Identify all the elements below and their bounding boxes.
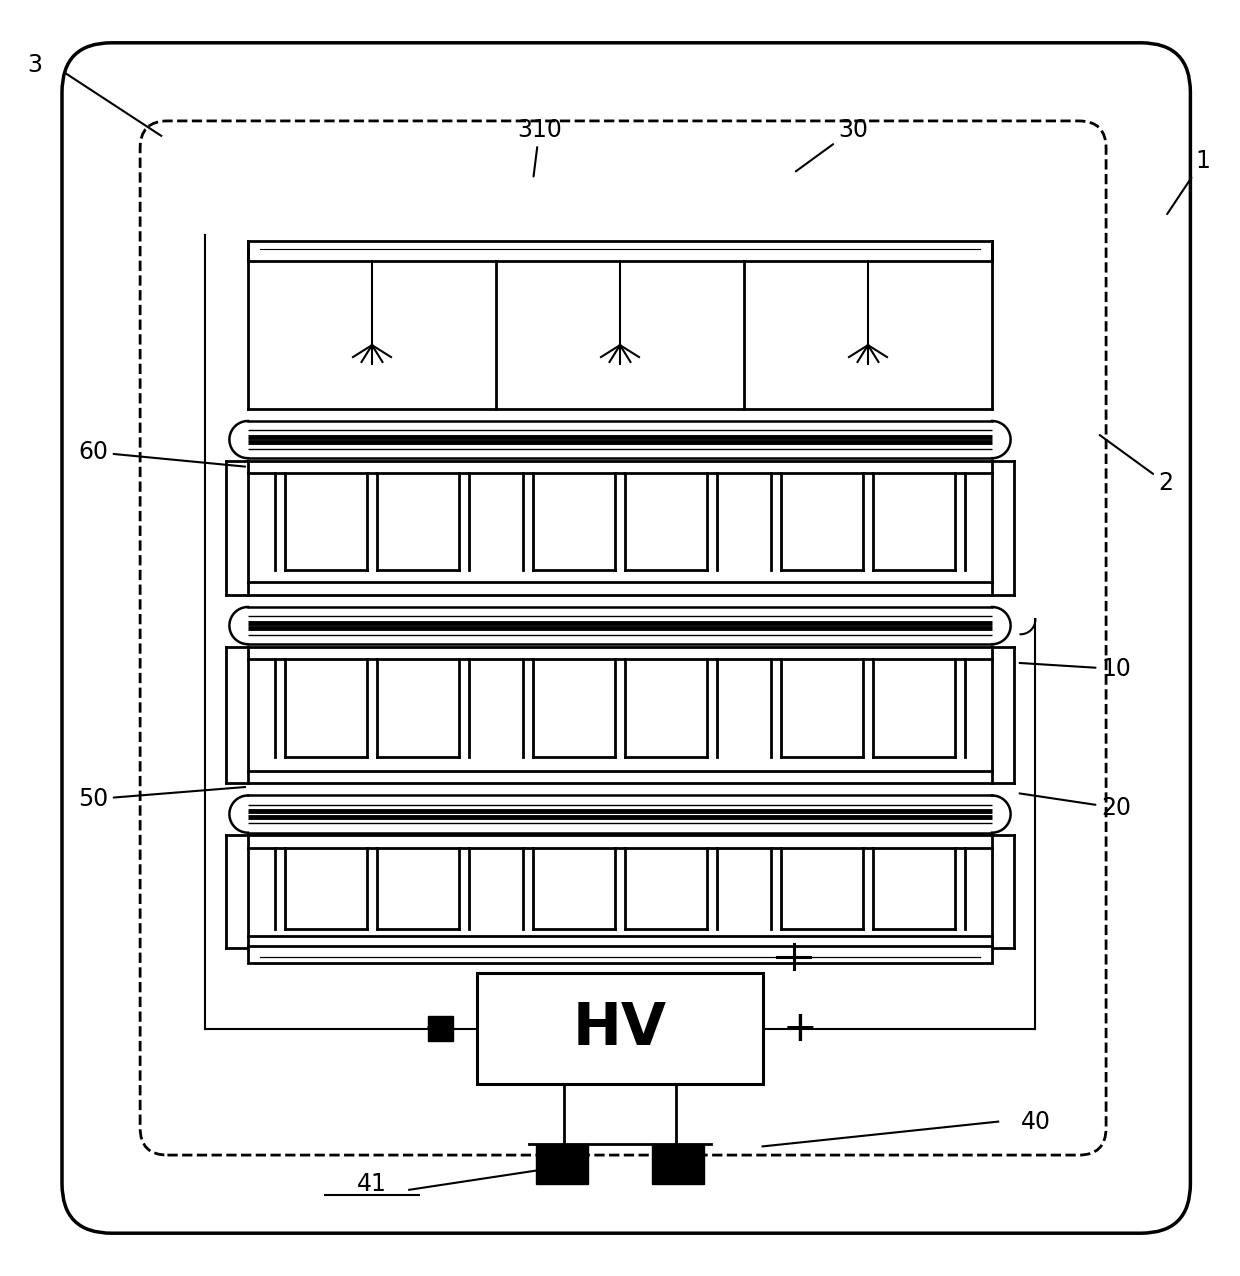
Text: HV: HV — [573, 1000, 667, 1057]
Polygon shape — [248, 795, 992, 833]
Text: +: + — [782, 1008, 817, 1050]
Text: 10: 10 — [1019, 657, 1131, 681]
Text: 20: 20 — [1019, 794, 1131, 820]
Text: −: − — [423, 1008, 458, 1050]
Text: 30: 30 — [796, 117, 868, 171]
Polygon shape — [536, 1143, 588, 1184]
Text: 60: 60 — [78, 440, 246, 467]
Polygon shape — [248, 421, 992, 458]
Polygon shape — [248, 241, 992, 262]
Polygon shape — [248, 946, 992, 963]
Text: 41: 41 — [357, 1171, 387, 1196]
Text: 1: 1 — [1167, 148, 1210, 214]
Text: 50: 50 — [78, 787, 246, 812]
Text: 40: 40 — [1021, 1110, 1050, 1133]
FancyBboxPatch shape — [62, 43, 1190, 1233]
Polygon shape — [652, 1143, 704, 1184]
FancyBboxPatch shape — [477, 972, 763, 1085]
Text: 2: 2 — [1100, 435, 1173, 495]
Polygon shape — [428, 1016, 453, 1041]
Text: 3: 3 — [27, 54, 42, 77]
Text: 310: 310 — [517, 117, 562, 176]
Polygon shape — [248, 607, 992, 644]
